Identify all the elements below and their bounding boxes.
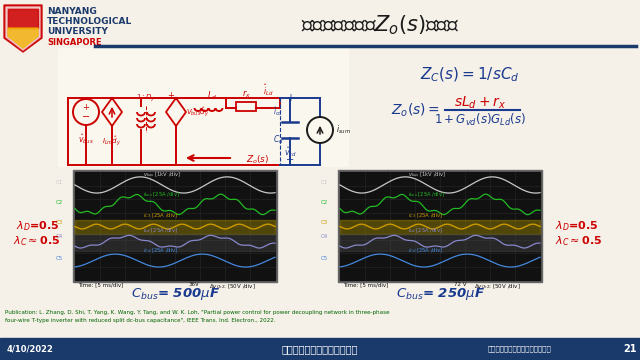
Text: C3: C3 (56, 220, 63, 225)
Text: −: − (286, 155, 294, 165)
Text: four-wire T-type inverter with reduced split dc-bus capacitance", IEEE Trans. In: four-wire T-type inverter with reduced s… (5, 318, 276, 323)
Text: $L_d$: $L_d$ (207, 90, 217, 102)
Text: C4: C4 (56, 234, 63, 239)
Text: $i_{Cd}$ [25A /div]: $i_{Cd}$ [25A /div] (408, 246, 444, 255)
Text: $r_x$: $r_x$ (241, 89, 250, 100)
Text: 中国电工技术学会新媒体平台发布: 中国电工技术学会新媒体平台发布 (488, 346, 552, 352)
Bar (75, 220, 275, 234)
Bar (340, 172, 540, 280)
Bar (75, 234, 275, 251)
Text: +: + (168, 90, 175, 99)
Text: $\mathit{C}_{bus}$= 250$\mu$F: $\mathit{C}_{bus}$= 250$\mu$F (396, 286, 484, 302)
Text: $i_{C3}$ [25A /div]: $i_{C3}$ [25A /div] (143, 211, 179, 220)
Text: $Z_C(s) = 1/sC_d$: $Z_C(s) = 1/sC_d$ (420, 66, 520, 84)
Text: C5: C5 (321, 256, 328, 261)
Polygon shape (8, 9, 38, 28)
Text: C3: C3 (321, 220, 328, 225)
Text: $i_{bus}$ [25A /div]: $i_{bus}$ [25A /div] (143, 190, 180, 199)
Text: Time: [5 ms/div]: Time: [5 ms/div] (78, 282, 124, 287)
Text: 重载实验波形：$Z_o(s)$为容性: 重载实验波形：$Z_o(s)$为容性 (301, 13, 459, 37)
Text: $\mathit{C}_{bus}$= 500$\mu$F: $\mathit{C}_{bus}$= 500$\mu$F (131, 286, 220, 302)
Text: $V_{bus}\hat{d}_y$: $V_{bus}\hat{d}_y$ (186, 105, 209, 119)
Text: $1+G_{vd}(s)G_{Ld}(s)$: $1+G_{vd}(s)G_{Ld}(s)$ (434, 112, 526, 128)
Bar (0, 338, 640, 360)
Text: 36V: 36V (189, 282, 200, 287)
Bar (338, 170, 542, 282)
Text: $i_{sum}$: $i_{sum}$ (336, 124, 351, 136)
Bar (340, 220, 540, 234)
Text: $v_{bus}$ [1kV /div]: $v_{bus}$ [1kV /div] (408, 170, 447, 179)
Text: $i_{C3}$ [25A /div]: $i_{C3}$ [25A /div] (408, 211, 444, 220)
Bar (236, 102, 256, 111)
Text: C5: C5 (56, 256, 63, 261)
Text: 4/10/2022: 4/10/2022 (7, 345, 54, 354)
Text: +: + (83, 104, 90, 112)
Text: 中国电工技术学会青年云沙龙: 中国电工技术学会青年云沙龙 (282, 344, 358, 354)
Text: $\Delta v_{Ch2}$: [50V /div]: $\Delta v_{Ch2}$: [50V /div] (209, 282, 256, 291)
Text: C2: C2 (56, 200, 63, 205)
Text: 21: 21 (623, 344, 637, 354)
Polygon shape (8, 28, 38, 48)
Polygon shape (6, 7, 40, 50)
Bar (73, 170, 277, 282)
Text: $\hat{v}_{cd}$: $\hat{v}_{cd}$ (284, 145, 296, 159)
Text: +: + (286, 93, 294, 103)
Bar (75, 172, 275, 280)
Text: $i_{Ld}$ [25A /div]: $i_{Ld}$ [25A /div] (408, 226, 443, 235)
Text: $v_{bus}$ [1kV /div]: $v_{bus}$ [1kV /div] (143, 170, 182, 179)
Text: Publication: L. Zhang, D. Shi, T. Yang, K. Wang, Y. Tang, and W. K. Loh, "Partia: Publication: L. Zhang, D. Shi, T. Yang, … (5, 310, 390, 315)
Text: $i_{bus}$ [25A /div]: $i_{bus}$ [25A /div] (408, 190, 445, 199)
Polygon shape (4, 5, 42, 52)
Text: $\lambda_D$=0.5: $\lambda_D$=0.5 (555, 219, 598, 233)
Text: $\lambda_C$$\approx$0.5: $\lambda_C$$\approx$0.5 (555, 234, 602, 248)
Text: $\hat{i}_{cd}$: $\hat{i}_{cd}$ (273, 106, 283, 118)
Text: $\lambda_D$=0.5: $\lambda_D$=0.5 (17, 219, 60, 233)
Text: $i_{Ld}$ [25A /div]: $i_{Ld}$ [25A /div] (143, 226, 178, 235)
Text: $\Delta v_{Ch2}$: [50V /div]: $\Delta v_{Ch2}$: [50V /div] (474, 282, 521, 291)
Text: $C_d$: $C_d$ (273, 134, 284, 146)
Text: $sL_d+r_x$: $sL_d+r_x$ (454, 95, 506, 111)
Text: 72 V: 72 V (454, 282, 467, 287)
Text: $\hat{i}_{Ld}$: $\hat{i}_{Ld}$ (262, 82, 273, 98)
Text: $1:D_y$: $1:D_y$ (136, 93, 156, 104)
Text: $\lambda_C$$\approx$0.5: $\lambda_C$$\approx$0.5 (13, 234, 60, 248)
Text: $Z_o(s)$: $Z_o(s)$ (246, 154, 269, 166)
Text: $Z_o(s)=$: $Z_o(s)=$ (391, 101, 440, 119)
Text: UNIVERSITY: UNIVERSITY (47, 27, 108, 36)
Text: C1: C1 (321, 180, 328, 185)
Text: TECHNOLOGICAL: TECHNOLOGICAL (47, 17, 132, 26)
Text: NANYANG: NANYANG (47, 7, 97, 16)
Text: $\hat{v}_{bus}$: $\hat{v}_{bus}$ (78, 132, 94, 146)
Text: −: − (82, 112, 90, 122)
Text: SINGAPORE: SINGAPORE (47, 38, 102, 47)
Text: Time: [5 ms/div]: Time: [5 ms/div] (343, 282, 388, 287)
Text: $i_{Cd}$ [25A /div]: $i_{Cd}$ [25A /div] (143, 246, 179, 255)
Text: C1: C1 (56, 180, 63, 185)
Bar (340, 234, 540, 251)
Text: $I_{Lm}\hat{d}_y$: $I_{Lm}\hat{d}_y$ (102, 134, 122, 148)
Text: C4: C4 (321, 234, 328, 239)
Bar (58, 48, 348, 166)
Text: C2: C2 (321, 200, 328, 205)
